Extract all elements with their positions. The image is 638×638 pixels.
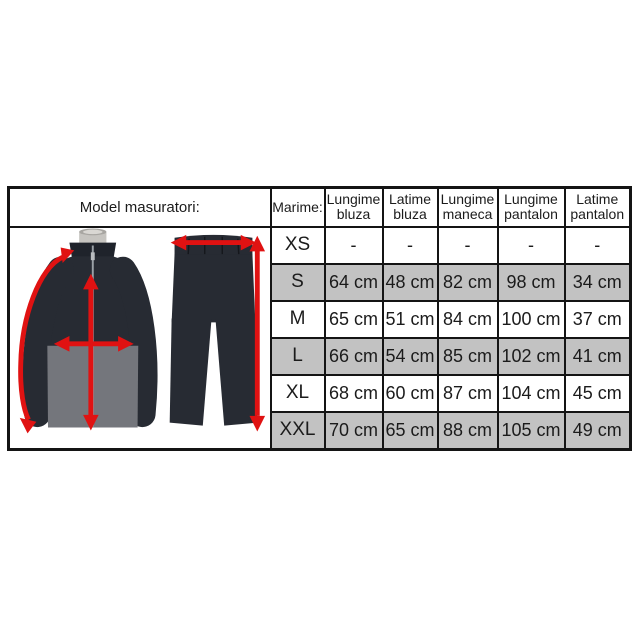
pants-left-leg [169, 318, 212, 426]
value-cell: 84 cm [436, 299, 499, 339]
value-cell: - [436, 225, 499, 265]
size-label-xxl: XXL [269, 410, 326, 451]
value-cell: 34 cm [563, 262, 632, 302]
jacket-length-arrow [82, 273, 99, 430]
value-cell: 102 cm [496, 336, 566, 376]
value-cell: 66 cm [323, 336, 384, 376]
jacket-left-sleeve [22, 256, 74, 427]
pants-right-leg [215, 318, 258, 426]
table-row-xxl: XXL 70 cm 65 cm 88 cm 105 cm 49 cm [9, 410, 632, 451]
value-cell: 98 cm [496, 262, 566, 302]
pants-hip-block [171, 253, 256, 322]
table-header-row: Model masuratori: Marime: Lungime bluza … [7, 186, 632, 228]
value-cell: 100 cm [496, 299, 566, 339]
col-header-lungime-maneca: Lungime maneca [436, 186, 499, 228]
table-row-m: M 65 cm 51 cm 84 cm 100 cm 37 cm [9, 299, 632, 339]
value-cell: 37 cm [563, 299, 632, 339]
table-row-s: S 64 cm 48 cm 82 cm 98 cm 34 cm [9, 262, 632, 302]
tracksuit-pants-illustration [169, 234, 258, 426]
value-cell: 49 cm [563, 410, 632, 451]
col-header-latime-bluza: Latime bluza [381, 186, 439, 228]
value-cell: - [381, 225, 439, 265]
size-label-xl: XL [269, 373, 326, 413]
size-label-l: L [269, 336, 326, 376]
value-cell: 48 cm [381, 262, 439, 302]
jacket-width-arrow [53, 335, 134, 352]
sleeve-length-arrow [17, 246, 75, 433]
value-cell: 70 cm [323, 410, 384, 451]
col-header-latime-pantalon: Latime pantalon [563, 186, 632, 228]
zipper-pull [90, 251, 95, 260]
value-cell: 65 cm [381, 410, 439, 451]
value-cell: 41 cm [563, 336, 632, 376]
col-header-marime: Marime: [269, 186, 326, 228]
value-cell: 64 cm [323, 262, 384, 302]
value-cell: 87 cm [436, 373, 499, 413]
size-table: Model masuratori: Marime: Lungime bluza … [7, 186, 632, 451]
size-label-xs: XS [269, 225, 326, 265]
value-cell: 51 cm [381, 299, 439, 339]
value-cell: 82 cm [436, 262, 499, 302]
value-cell: 105 cm [496, 410, 566, 451]
value-cell: - [323, 225, 384, 265]
value-cell: 60 cm [381, 373, 439, 413]
table-row-xl: XL 68 cm 60 cm 87 cm 104 cm 45 cm [9, 373, 632, 413]
measurement-illustration [7, 225, 272, 450]
col-header-lungime-bluza: Lungime bluza [323, 186, 384, 228]
pants-length-arrow [249, 235, 265, 431]
pants-waistband [174, 234, 253, 256]
value-cell: 45 cm [563, 373, 632, 413]
pants-width-arrow [170, 234, 257, 250]
value-cell: 54 cm [381, 336, 439, 376]
mannequin-neck [78, 228, 107, 246]
table-row-xs: XS - - - - - [7, 225, 632, 450]
value-cell: - [496, 225, 566, 265]
size-chart-content: Model masuratori: Marime: Lungime bluza … [7, 186, 632, 451]
table-row-l: L 66 cm 54 cm 85 cm 102 cm 41 cm [9, 336, 632, 376]
value-cell: - [563, 225, 632, 265]
value-cell: 65 cm [323, 299, 384, 339]
jacket-right-sleeve [109, 256, 158, 427]
value-cell: 85 cm [436, 336, 499, 376]
col-header-lungime-pantalon: Lungime pantalon [496, 186, 566, 228]
model-masuratori-label: Model masuratori: [7, 186, 272, 228]
value-cell: 104 cm [496, 373, 566, 413]
size-label-m: M [269, 299, 326, 339]
value-cell: 88 cm [436, 410, 499, 451]
value-cell: 68 cm [323, 373, 384, 413]
size-label-s: S [269, 262, 326, 302]
